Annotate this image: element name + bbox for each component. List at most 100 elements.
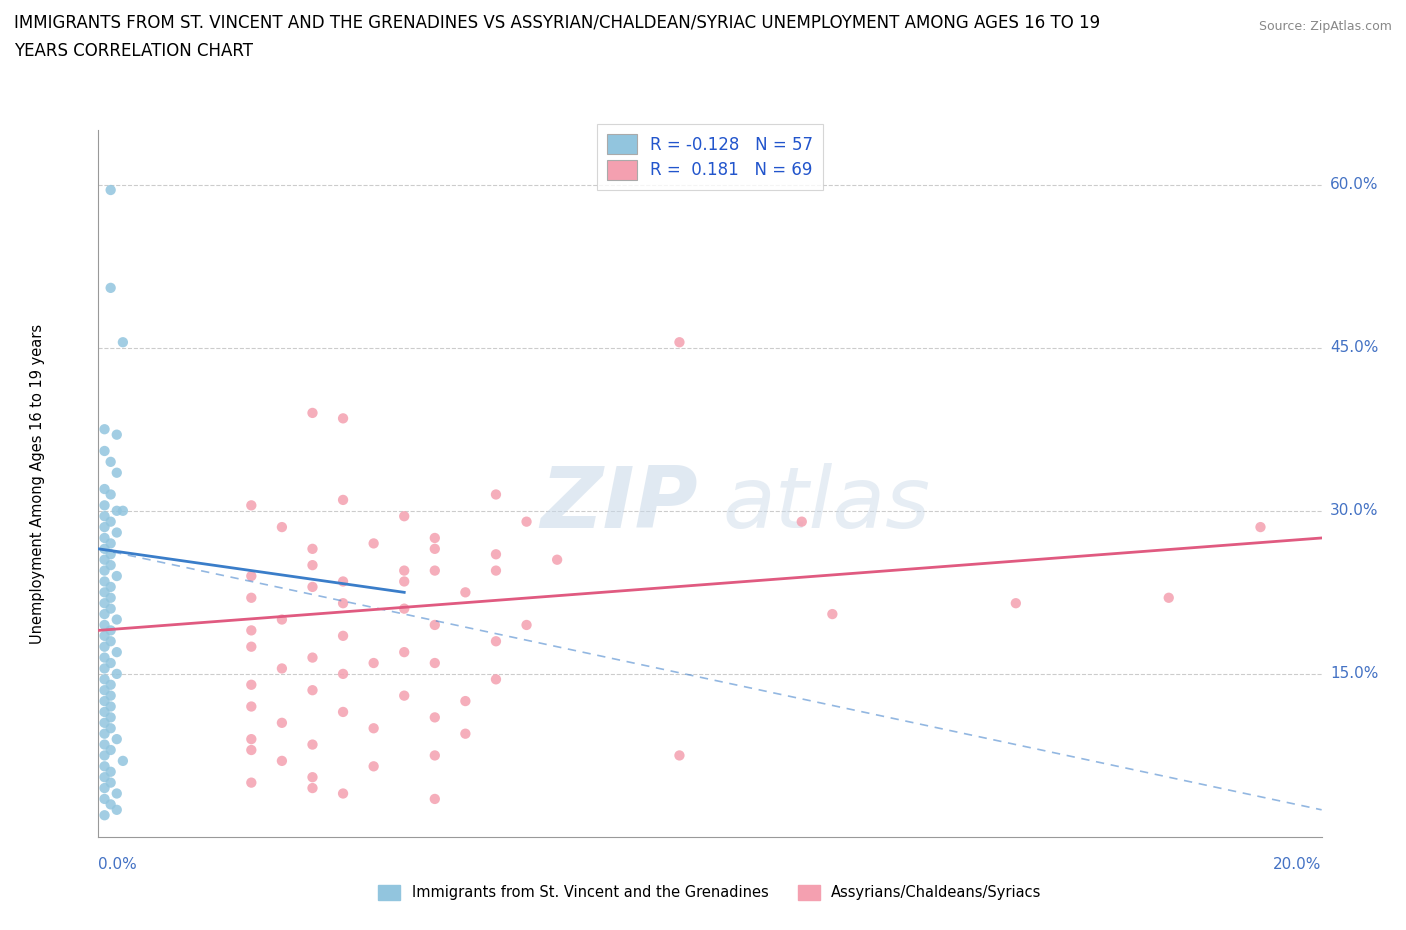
Point <box>93 737 115 752</box>
Point <box>392 601 416 616</box>
Point <box>516 514 538 529</box>
Point <box>93 520 115 535</box>
Point <box>105 503 128 518</box>
Point <box>93 694 115 709</box>
Text: Source: ZipAtlas.com: Source: ZipAtlas.com <box>1258 20 1392 33</box>
Text: 20.0%: 20.0% <box>1274 857 1322 871</box>
Point <box>100 742 122 757</box>
Point <box>423 541 446 556</box>
Point <box>423 791 446 806</box>
Point <box>454 585 477 600</box>
Point <box>240 498 263 512</box>
Point <box>240 591 263 605</box>
Point <box>100 797 122 812</box>
Point <box>546 552 568 567</box>
Point <box>240 623 263 638</box>
Point <box>93 606 115 621</box>
Point <box>301 770 323 785</box>
Point <box>100 677 122 692</box>
Point <box>100 536 122 551</box>
Point <box>93 596 115 611</box>
Point <box>301 541 323 556</box>
Point <box>363 721 385 736</box>
Text: YEARS CORRELATION CHART: YEARS CORRELATION CHART <box>14 42 253 60</box>
Point <box>93 705 115 720</box>
Point <box>100 776 122 790</box>
Point <box>93 530 115 545</box>
Point <box>423 748 446 763</box>
Point <box>332 786 354 801</box>
Point <box>332 705 354 720</box>
Point <box>301 780 323 795</box>
Point <box>100 699 122 714</box>
Point <box>668 335 690 350</box>
Point <box>301 558 323 573</box>
Point <box>105 612 128 627</box>
Point <box>100 656 122 671</box>
Point <box>270 715 292 730</box>
Point <box>100 710 122 724</box>
Point <box>240 776 263 790</box>
Point <box>485 487 508 502</box>
Text: ZIP: ZIP <box>540 463 697 546</box>
Point <box>668 748 690 763</box>
Point <box>93 552 115 567</box>
Point <box>332 411 354 426</box>
Point <box>105 803 128 817</box>
Point <box>105 568 128 583</box>
Point <box>392 509 416 524</box>
Text: 60.0%: 60.0% <box>1330 177 1378 193</box>
Point <box>100 455 122 470</box>
Point <box>332 596 354 611</box>
Point <box>240 742 263 757</box>
Text: IMMIGRANTS FROM ST. VINCENT AND THE GRENADINES VS ASSYRIAN/CHALDEAN/SYRIAC UNEMP: IMMIGRANTS FROM ST. VINCENT AND THE GREN… <box>14 14 1099 32</box>
Point <box>93 629 115 644</box>
Point <box>516 618 538 632</box>
Point <box>270 612 292 627</box>
Point <box>423 710 446 724</box>
Point <box>93 509 115 524</box>
Point <box>93 770 115 785</box>
Point <box>392 688 416 703</box>
Point <box>240 732 263 747</box>
Point <box>790 514 813 529</box>
Point <box>111 335 134 350</box>
Text: Unemployment Among Ages 16 to 19 years: Unemployment Among Ages 16 to 19 years <box>30 324 45 644</box>
Point <box>93 715 115 730</box>
Point <box>1004 596 1026 611</box>
Point <box>301 737 323 752</box>
Point <box>93 683 115 698</box>
Point <box>240 568 263 583</box>
Point <box>301 579 323 594</box>
Point <box>93 498 115 512</box>
Point <box>100 623 122 638</box>
Point <box>100 514 122 529</box>
Point <box>105 525 128 540</box>
Point <box>423 564 446 578</box>
Text: 0.0%: 0.0% <box>98 857 138 871</box>
Point <box>100 601 122 616</box>
Point <box>363 536 385 551</box>
Point <box>332 574 354 589</box>
Point <box>240 639 263 654</box>
Text: 15.0%: 15.0% <box>1330 667 1378 682</box>
Point <box>93 808 115 823</box>
Point <box>93 748 115 763</box>
Point <box>454 694 477 709</box>
Point <box>93 541 115 556</box>
Point <box>100 182 122 197</box>
Point <box>485 671 508 686</box>
Point <box>93 564 115 578</box>
Point <box>100 591 122 605</box>
Point <box>93 759 115 774</box>
Point <box>270 753 292 768</box>
Point <box>93 422 115 437</box>
Point <box>240 699 263 714</box>
Point <box>301 683 323 698</box>
Point <box>100 281 122 296</box>
Point <box>105 732 128 747</box>
Point <box>423 656 446 671</box>
Point <box>93 661 115 676</box>
Point <box>93 791 115 806</box>
Point <box>485 634 508 649</box>
